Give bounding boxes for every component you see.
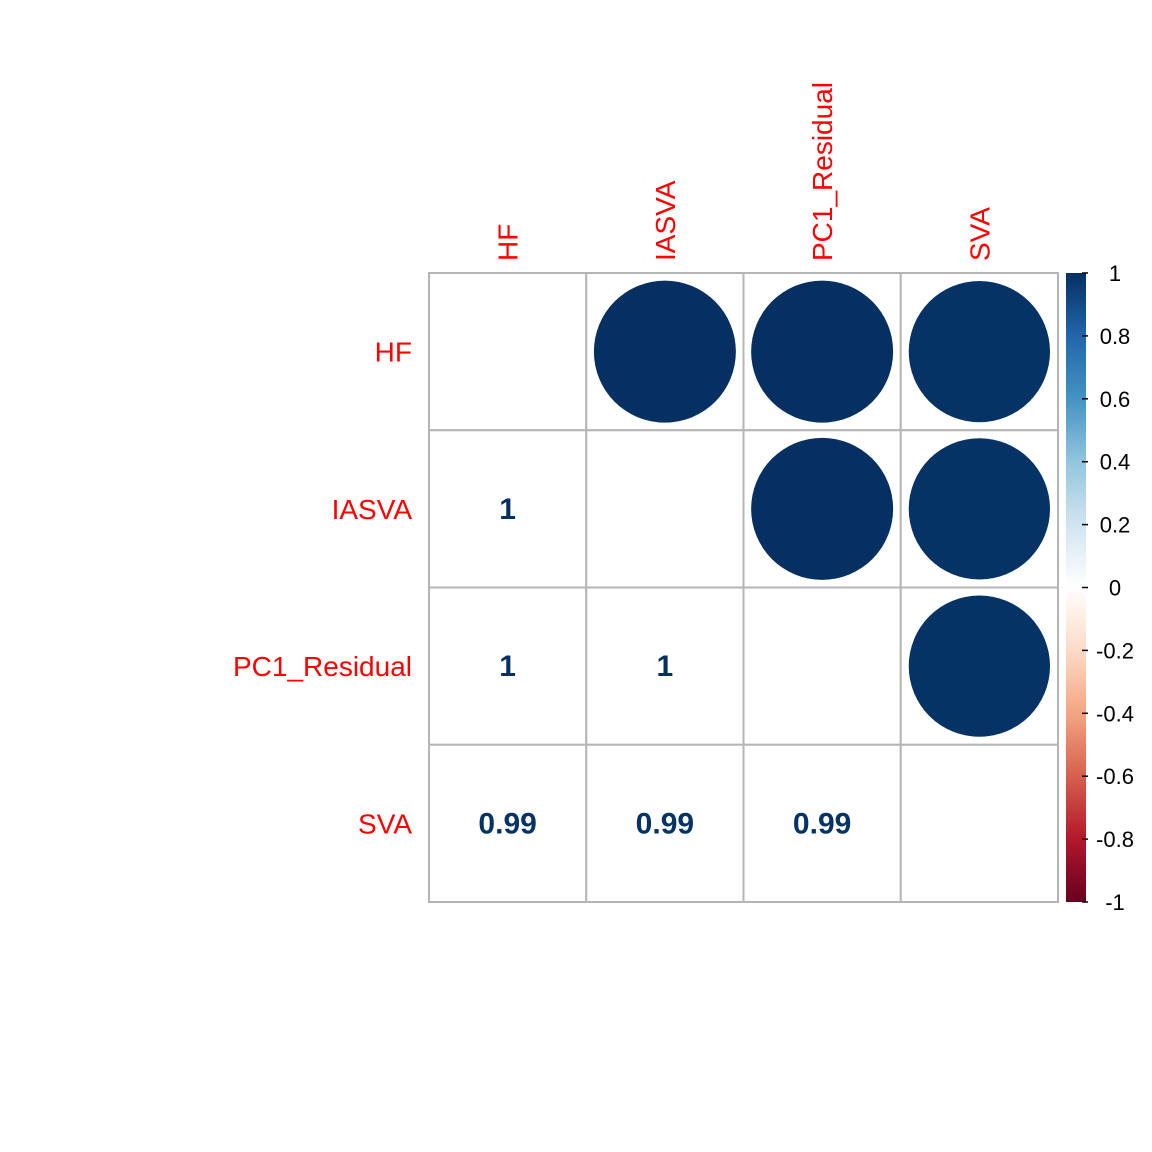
value-label-SVA-HF: 0.99 — [478, 807, 536, 840]
value-label-IASVA-HF: 1 — [499, 493, 516, 526]
circle-IASVA-PC1_Residual — [751, 437, 894, 580]
column-label-SVA: SVA — [964, 207, 995, 261]
cell-HF-HF — [428, 272, 588, 432]
cell-PC1_Residual-IASVA — [585, 586, 745, 746]
cell-IASVA-IASVA — [585, 429, 745, 589]
colorbar-tick-label: 0.2 — [1100, 513, 1131, 538]
column-label-PC1_Residual: PC1_Residual — [807, 82, 838, 261]
value-label-PC1_Residual-IASVA: 1 — [657, 650, 674, 683]
colorbar-tick-label: -0.4 — [1096, 701, 1134, 726]
value-label-SVA-PC1_Residual: 0.99 — [793, 807, 851, 840]
circle-IASVA-SVA — [908, 438, 1051, 580]
circle-HF-IASVA — [593, 280, 736, 423]
row-label-IASVA: IASVA — [332, 494, 413, 525]
cell-PC1_Residual-PC1_Residual — [742, 586, 902, 746]
row-label-HF: HF — [375, 337, 412, 368]
row-label-PC1_Residual: PC1_Residual — [233, 651, 412, 682]
colorbar-ticks: 1 0.8 0.6 0.4 0.2 0 -0.2 -0.4 -0.6 -0.8 -1 — [1082, 261, 1134, 915]
colorbar-tick-label: -0.6 — [1096, 764, 1134, 789]
row-labels: HF IASVA PC1_Residual SVA — [233, 337, 412, 840]
circle-HF-PC1_Residual — [751, 280, 894, 423]
circle-marks — [593, 280, 1051, 737]
circle-PC1_Residual-SVA — [908, 595, 1051, 737]
cell-IASVA-HF — [428, 429, 588, 589]
colorbar-tick-label: -0.2 — [1096, 638, 1134, 663]
cell-SVA-HF — [428, 743, 588, 903]
colorbar-tick-label: 1 — [1109, 261, 1121, 286]
colorbar-tick-label: 0.8 — [1100, 324, 1131, 349]
colorbar-tick-label: 0 — [1109, 576, 1121, 601]
colorbar-tick-label: -0.8 — [1096, 827, 1134, 852]
column-labels: HF IASVA PC1_Residual SVA — [493, 82, 996, 261]
colorbar-gradient — [1066, 273, 1086, 902]
colorbar-tick-label: -1 — [1105, 890, 1125, 915]
cell-SVA-IASVA — [585, 743, 745, 903]
number-marks: 1 1 1 0.99 0.99 0.99 — [478, 493, 851, 841]
colorbar-tick-label: 0.6 — [1100, 387, 1131, 412]
circle-HF-SVA — [908, 280, 1051, 423]
row-label-SVA: SVA — [358, 808, 412, 839]
value-label-SVA-IASVA: 0.99 — [636, 807, 694, 840]
value-label-PC1_Residual-HF: 1 — [499, 650, 516, 683]
column-label-IASVA: IASVA — [650, 180, 681, 261]
colorbar-tick-label: 0.4 — [1100, 450, 1131, 475]
cell-SVA-SVA — [899, 743, 1059, 903]
column-label-HF: HF — [493, 224, 524, 261]
colorbar: 1 0.8 0.6 0.4 0.2 0 -0.2 -0.4 -0.6 -0.8 -1 — [1066, 261, 1134, 915]
